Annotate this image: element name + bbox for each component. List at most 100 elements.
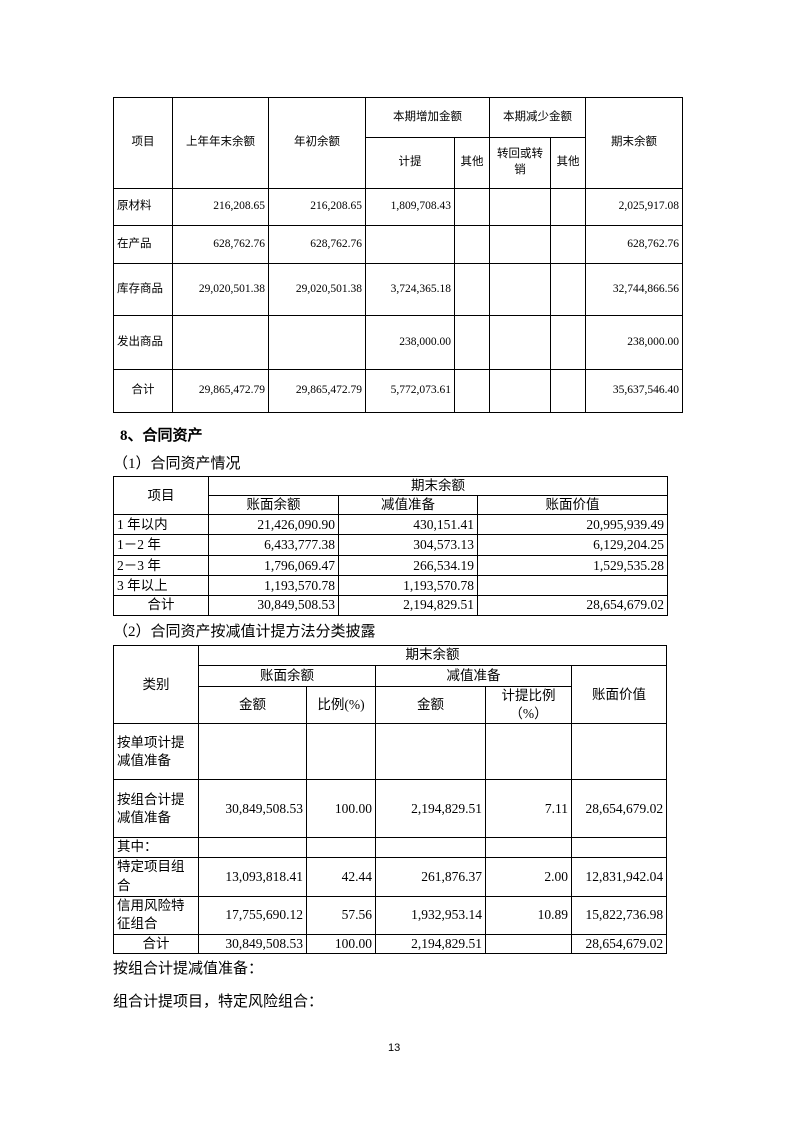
cell-value: 6,129,204.25	[476, 534, 669, 557]
cell-value	[570, 837, 668, 858]
cell-impairment: 266,534.19	[338, 555, 478, 577]
cell-value: 28,654,679.02	[570, 779, 668, 839]
header-increase-other: 其他	[454, 137, 490, 189]
table-row: 特定项目组合 13,093,818.41 42.44 261,876.37 2.00 12…	[113, 856, 668, 897]
header-provision-ratio: 计提比例（%）	[485, 685, 572, 725]
header-book-balance: 账面余额	[208, 495, 339, 516]
header-ratio: 比例(%)	[306, 685, 376, 725]
contract-assets-by-method-table: 类别 期末余额 账面余额 减值准备 账面价值 金额 比例(%) 金额 计提比例（…	[113, 644, 668, 954]
cell-balance: 1,796,069.47	[208, 555, 339, 577]
header-item: 项目	[113, 475, 209, 516]
row-label: 按组合计提减值准备	[113, 779, 199, 839]
row-label: 合计	[113, 595, 209, 616]
cell-imp_ratio: 10.89	[485, 895, 572, 935]
cell-imp_ratio	[485, 933, 572, 954]
table-row: 在产品 628,762.76 628,762.76 628,762.76	[113, 225, 683, 264]
inventory-impairment-table: 项目 上年年末余额 年初余额 本期增加金额 本期减少金额 期末余额 计提 其他 …	[113, 97, 683, 413]
row-label: 特定项目组合	[113, 856, 199, 897]
cell-amount: 13,093,818.41	[198, 856, 307, 897]
cell-value: 20,995,939.49	[476, 514, 669, 536]
cell-imp_ratio: 7.11	[485, 779, 572, 839]
cell-end: 238,000.00	[585, 315, 683, 370]
cell-imp	[375, 837, 486, 858]
cell-reversal	[489, 263, 551, 316]
table-row: 库存商品 29,020,501.38 29,020,501.38 3,724,365.…	[113, 263, 683, 316]
header-period-end: 期末余额	[585, 97, 683, 189]
row-label: 在产品	[113, 225, 173, 264]
header-provision: 计提	[365, 137, 455, 189]
cell-amount	[198, 837, 307, 858]
cell-impairment: 304,573.13	[338, 534, 478, 557]
cell-inc_other	[454, 263, 490, 316]
cell-prev: 29,020,501.38	[172, 263, 269, 316]
header-impairment: 减值准备	[375, 665, 572, 687]
cell-provision: 238,000.00	[365, 315, 455, 370]
cell-value: 28,654,679.02	[570, 933, 668, 954]
cell-amount: 30,849,508.53	[198, 933, 307, 954]
cell-dec_other	[550, 188, 586, 226]
cell-inc_other	[454, 188, 490, 226]
cell-amount: 30,849,508.53	[198, 779, 307, 839]
header-impairment-amount: 金额	[375, 685, 486, 725]
cell-ratio: 57.56	[306, 895, 376, 935]
cell-dec_other	[550, 315, 586, 370]
cell-ratio	[306, 723, 376, 781]
table-row: 合计 30,849,508.53 2,194,829.51 28,654,679.02	[113, 595, 669, 616]
cell-value: 28,654,679.02	[476, 595, 669, 616]
cell-imp	[375, 723, 486, 781]
cell-provision: 1,809,708.43	[365, 188, 455, 226]
row-label: 1－2 年	[113, 534, 209, 557]
header-book-balance: 账面余额	[198, 665, 376, 687]
cell-imp_ratio	[485, 723, 572, 781]
cell-prev	[172, 315, 269, 370]
cell-provision: 3,724,365.18	[365, 263, 455, 316]
row-label: 2－3 年	[113, 555, 209, 577]
table-row: 1－2 年 6,433,777.38 304,573.13 6,129,204.25	[113, 534, 669, 557]
cell-dec_other	[550, 263, 586, 316]
row-label: 其中：	[113, 837, 199, 858]
cell-begin	[268, 315, 366, 370]
cell-ratio: 100.00	[306, 933, 376, 954]
row-label: 发出商品	[113, 315, 173, 370]
cell-balance: 1,193,570.78	[208, 575, 339, 597]
row-label: 信用风险特征组合	[113, 895, 199, 935]
cell-amount: 17,755,690.12	[198, 895, 307, 935]
row-label: 1 年以内	[113, 514, 209, 536]
table-row: 1 年以内 21,426,090.90 430,151.41 20,995,939.4…	[113, 514, 669, 536]
cell-reversal	[489, 225, 551, 264]
header-amount: 金额	[198, 685, 307, 725]
table-row: 2－3 年 1,796,069.47 266,534.19 1,529,535.28	[113, 555, 669, 577]
cell-balance: 21,426,090.90	[208, 514, 339, 536]
cell-imp: 2,194,829.51	[375, 933, 486, 954]
header-reversal: 转回或转销	[489, 137, 551, 189]
table-row: 发出商品 238,000.00 238,000.00	[113, 315, 683, 370]
table-row: 按单项计提减值准备	[113, 723, 668, 781]
cell-reversal	[489, 369, 551, 413]
cell-ratio: 42.44	[306, 856, 376, 897]
cell-begin: 29,020,501.38	[268, 263, 366, 316]
cell-value: 1,529,535.28	[476, 555, 669, 577]
cell-begin: 29,865,472.79	[268, 369, 366, 413]
header-increase: 本期增加金额	[365, 97, 490, 138]
page-number: 13	[388, 1042, 401, 1054]
table-row: 3 年以上 1,193,570.78 1,193,570.78	[113, 575, 669, 597]
header-decrease: 本期减少金额	[489, 97, 586, 138]
row-label: 按单项计提减值准备	[113, 723, 199, 781]
header-period-end: 期末余额	[197, 645, 668, 666]
cell-begin: 628,762.76	[268, 225, 366, 264]
cell-imp: 261,876.37	[375, 856, 486, 897]
cell-reversal	[489, 188, 551, 226]
cell-balance: 30,849,508.53	[208, 595, 339, 616]
cell-impairment: 430,151.41	[338, 514, 478, 536]
header-item: 项目	[113, 97, 173, 189]
cell-prev: 216,208.65	[172, 188, 269, 226]
table-row: 原材料 216,208.65 216,208.65 1,809,708.43 2,025…	[113, 188, 683, 226]
subsection-title-1: （1）合同资产情况	[113, 456, 241, 472]
cell-ratio	[306, 837, 376, 858]
header-period-end: 期末余额	[207, 475, 669, 497]
cell-provision	[365, 225, 455, 264]
cell-imp_ratio	[485, 837, 572, 858]
cell-imp_ratio: 2.00	[485, 856, 572, 897]
cell-inc_other	[454, 315, 490, 370]
cell-reversal	[489, 315, 551, 370]
